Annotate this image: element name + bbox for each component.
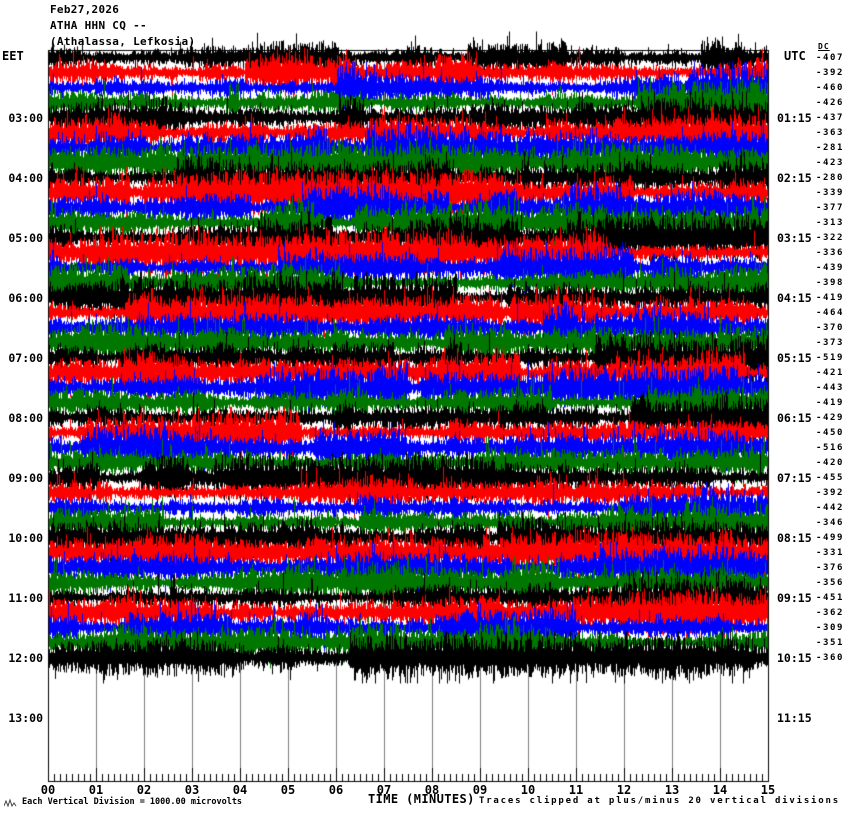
x-tick-label: 08 [424,783,440,797]
right-hour-label: 09:15 [777,590,812,605]
dc-value: -313 [816,217,845,228]
right-hour-label: 04:15 [777,290,812,305]
x-tick-label: 06 [328,783,344,797]
dc-value: -322 [816,232,845,243]
dc-value: -460 [816,82,845,93]
x-tick-label: 10 [520,783,536,797]
dc-value: -309 [816,622,845,633]
dc-value: -450 [816,427,845,438]
left-hour-label: 11:00 [8,590,43,605]
dc-value: -426 [816,97,845,108]
footer-clip-note: Traces clipped at plus/minus 20 vertical… [479,796,840,806]
dc-value: -420 [816,457,845,468]
dc-value: -377 [816,202,845,213]
dc-value: -442 [816,502,845,513]
footer-division-note: Each Vertical Division = 1000.00 microvo… [22,797,243,807]
x-tick-label: 01 [88,783,104,797]
dc-value: -443 [816,382,845,393]
dc-value: -392 [816,487,845,498]
x-tick-label: 05 [280,783,296,797]
dc-value: -499 [816,532,845,543]
left-hour-label: 10:00 [8,530,43,545]
dc-value: -351 [816,637,845,648]
dc-value: -362 [816,607,845,618]
left-hour-label: 12:00 [8,650,43,665]
right-hour-label: 11:15 [777,710,812,725]
left-timezone-label: EET [2,49,24,63]
right-hour-label: 08:15 [777,530,812,545]
x-tick-label: 12 [616,783,632,797]
x-tick-label: 00 [40,783,56,797]
dc-value: -455 [816,472,845,483]
dc-value: -370 [816,322,845,333]
left-hour-label: 07:00 [8,350,43,365]
dc-value: -423 [816,157,845,168]
dc-value: -346 [816,517,845,528]
dc-value: -281 [816,142,845,153]
x-tick-label: 13 [664,783,680,797]
header-station-location: (Athalassa, Lefkosia) [50,35,196,48]
left-hour-label: 05:00 [8,230,43,245]
x-tick-label: 07 [376,783,392,797]
dc-value: -429 [816,412,845,423]
dc-value: -376 [816,562,845,573]
right-hour-label: 10:15 [777,650,812,665]
header-station-id: ATHA HHN CQ -- [50,19,147,32]
dc-value: -519 [816,352,845,363]
dc-value: -419 [816,292,845,303]
dc-value: -339 [816,187,845,198]
x-tick-label: 03 [184,783,200,797]
x-tick-label: 04 [232,783,248,797]
x-tick-label: 15 [760,783,776,797]
dc-value: -360 [816,652,845,663]
right-hour-label: 06:15 [777,410,812,425]
left-hour-label: 08:00 [8,410,43,425]
x-axis-title: TIME (MINUTES) [368,792,475,806]
x-tick-label: 14 [712,783,728,797]
header-date: Feb27,2026 [50,3,120,16]
right-hour-label: 01:15 [777,110,812,125]
x-tick-label: 11 [568,783,584,797]
dc-value: -331 [816,547,845,558]
left-hour-label: 09:00 [8,470,43,485]
dc-value: -464 [816,307,845,318]
dc-value: -280 [816,172,845,183]
dc-value: -392 [816,67,845,78]
x-tick-label: 09 [472,783,488,797]
right-hour-label: 03:15 [777,230,812,245]
dc-value: -419 [816,397,845,408]
right-hour-label: 07:15 [777,470,812,485]
right-hour-label: 02:15 [777,170,812,185]
right-timezone-label: UTC [784,49,806,63]
dc-value: -407 [816,52,845,63]
mini-waveform-glyph [4,798,17,808]
left-hour-label: 06:00 [8,290,43,305]
right-hour-label: 05:15 [777,350,812,365]
left-hour-label: 03:00 [8,110,43,125]
dc-value: -373 [816,337,845,348]
dc-column-header: DC [818,42,830,51]
dc-value: -439 [816,262,845,273]
dc-value: -451 [816,592,845,603]
dc-value: -336 [816,247,845,258]
dc-value: -398 [816,277,845,288]
dc-value: -356 [816,577,845,588]
dc-value: -363 [816,127,845,138]
dc-value: -421 [816,367,845,378]
left-hour-label: 04:00 [8,170,43,185]
dc-value: -437 [816,112,845,123]
dc-value: -516 [816,442,845,453]
left-hour-label: 13:00 [8,710,43,725]
x-tick-label: 02 [136,783,152,797]
